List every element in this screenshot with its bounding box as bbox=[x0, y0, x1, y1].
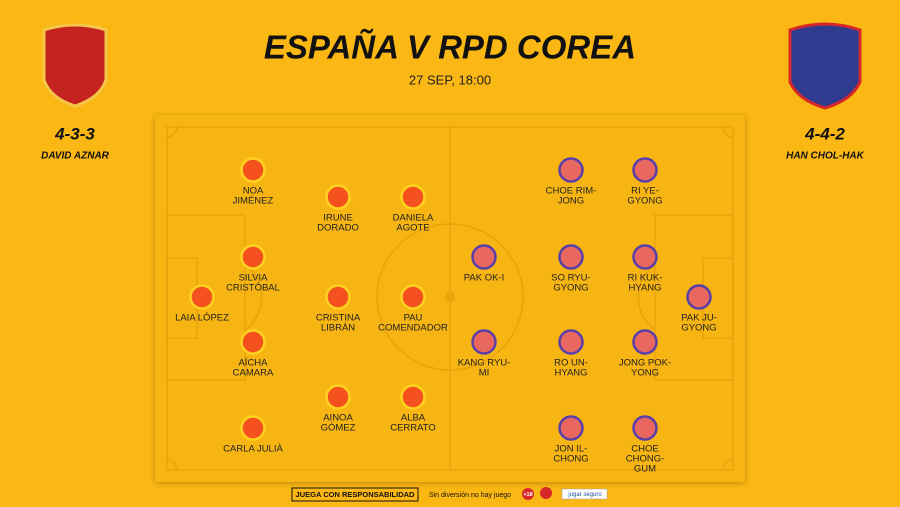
player-name: CRISTINA bbox=[316, 313, 361, 324]
player-marker bbox=[632, 244, 658, 270]
player-marker bbox=[471, 329, 497, 355]
player-name: JIMÉNEZ bbox=[233, 196, 274, 207]
player-name: PAK JU- bbox=[681, 313, 717, 324]
player-name: JONG bbox=[558, 196, 584, 207]
player-marker bbox=[558, 157, 584, 183]
hand-icon bbox=[540, 487, 552, 499]
player-name: SO RYU- bbox=[551, 273, 590, 284]
player-name: GÓMEZ bbox=[321, 423, 356, 434]
player-name: KANG RYU- bbox=[458, 358, 511, 369]
player-name: CARLA JULIÀ bbox=[223, 444, 283, 455]
match-title: ESPAÑA V RPD COREA bbox=[264, 29, 636, 66]
player-marker bbox=[558, 329, 584, 355]
player-name: NOA bbox=[243, 186, 264, 197]
player-name: AÏCHA bbox=[238, 358, 268, 369]
player-marker bbox=[400, 184, 426, 210]
player-name: MI bbox=[479, 368, 490, 379]
player-name: ALBA bbox=[401, 413, 426, 424]
age-badge bbox=[522, 488, 534, 500]
player-name: GUM bbox=[634, 464, 656, 475]
player-marker bbox=[632, 329, 658, 355]
formation: 4-3-3 bbox=[54, 124, 95, 143]
player-name: GYONG bbox=[627, 196, 662, 207]
player-name: YONG bbox=[631, 368, 659, 379]
player-marker bbox=[240, 329, 266, 355]
player-name: RI YE- bbox=[631, 186, 659, 197]
player-name: SILVIA bbox=[239, 273, 269, 284]
player-name: DANIELA bbox=[393, 213, 434, 224]
player-marker bbox=[558, 244, 584, 270]
player-marker bbox=[240, 244, 266, 270]
player-name: LAIA LÓPEZ bbox=[175, 313, 229, 324]
safe-logo bbox=[561, 488, 608, 500]
player-marker bbox=[325, 284, 351, 310]
player-name: CHOE bbox=[631, 444, 658, 455]
player-name: RI KUK- bbox=[628, 273, 663, 284]
player-name: CHONG bbox=[553, 454, 588, 465]
korea-shield bbox=[788, 22, 862, 110]
player-name: GYONG bbox=[681, 323, 716, 334]
age-label: +18 bbox=[523, 492, 532, 498]
player-name: GYONG bbox=[553, 283, 588, 294]
player-name: CRISTÓBAL bbox=[226, 283, 280, 294]
coach: DAVID AZNAR bbox=[41, 151, 110, 162]
match-datetime: 27 SEP, 18:00 bbox=[409, 72, 491, 87]
player-name: CHONG- bbox=[626, 454, 665, 465]
player-name: COMENDADOR bbox=[378, 323, 448, 334]
player-marker bbox=[471, 244, 497, 270]
player-name: DORADO bbox=[317, 223, 359, 234]
player-marker bbox=[400, 384, 426, 410]
player-name: HYANG bbox=[628, 283, 661, 294]
player-name: PAU bbox=[404, 313, 423, 324]
player-marker bbox=[632, 415, 658, 441]
player-name: CHOE RIM- bbox=[546, 186, 597, 197]
player-marker bbox=[632, 157, 658, 183]
player-name: JON IL- bbox=[555, 444, 588, 455]
formation: 4-4-2 bbox=[804, 124, 845, 143]
player-name: JONG POK- bbox=[619, 358, 671, 369]
player-marker bbox=[240, 157, 266, 183]
player-name: CAMARA bbox=[233, 368, 274, 379]
player-marker bbox=[240, 415, 266, 441]
player-marker bbox=[325, 384, 351, 410]
player-marker bbox=[325, 184, 351, 210]
player-marker bbox=[686, 284, 712, 310]
safe-label: jugar seguro bbox=[567, 492, 602, 498]
player-marker bbox=[400, 284, 426, 310]
player-name: RO UN- bbox=[554, 358, 588, 369]
footer-responsible: JUEGA CON RESPONSABILIDAD bbox=[296, 490, 415, 499]
player-marker bbox=[558, 415, 584, 441]
player-name: LIBRÁN bbox=[321, 323, 355, 334]
footer-slogan: Sin diversión no hay juego bbox=[429, 492, 511, 499]
footer-box bbox=[291, 487, 419, 502]
player-name: AINOA bbox=[323, 413, 353, 424]
player-name: PAK OK-I bbox=[464, 273, 504, 284]
player-name: HYANG bbox=[554, 368, 587, 379]
player-name: AGOTE bbox=[396, 223, 429, 234]
player-marker bbox=[189, 284, 215, 310]
coach: HAN CHOL-HAK bbox=[786, 151, 865, 162]
spain-shield bbox=[42, 23, 108, 108]
player-name: CERRATO bbox=[390, 423, 436, 434]
player-name: IRUNE bbox=[323, 213, 353, 224]
